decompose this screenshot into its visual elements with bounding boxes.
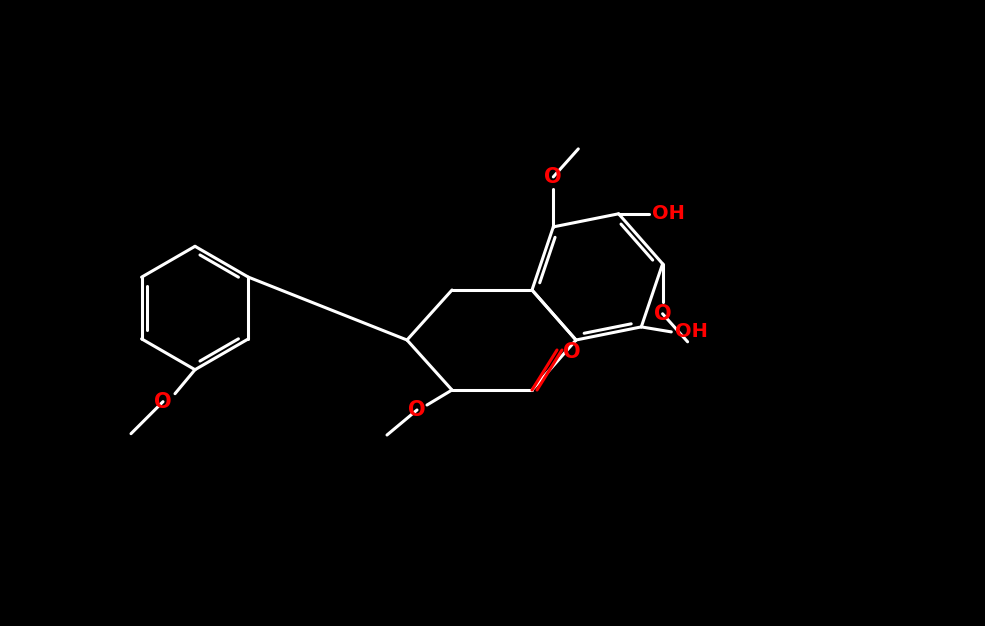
Text: O: O — [545, 167, 562, 187]
Text: O: O — [654, 304, 672, 324]
Text: OH: OH — [652, 204, 685, 223]
Text: OH: OH — [675, 322, 708, 341]
Text: O: O — [563, 342, 581, 362]
Text: O: O — [155, 392, 171, 412]
Text: O: O — [408, 400, 426, 420]
